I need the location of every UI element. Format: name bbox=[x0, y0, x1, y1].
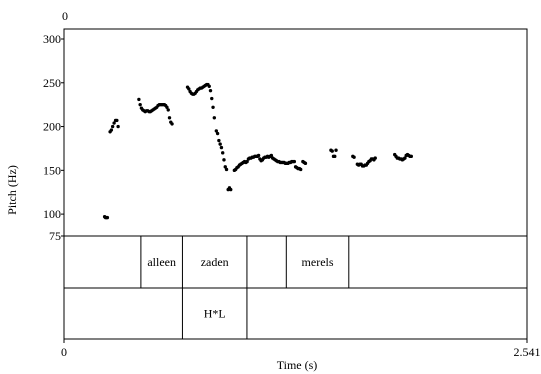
x-axis: 0 2.541 bbox=[61, 339, 541, 359]
top-left-label: 0 bbox=[62, 9, 68, 23]
pitch-point bbox=[112, 121, 116, 125]
pitch-point bbox=[333, 154, 337, 159]
tier-label: alleen bbox=[147, 255, 176, 269]
x-axis-title: Time (s) bbox=[277, 358, 318, 372]
y-tick-label: 75 bbox=[49, 229, 61, 243]
y-axis-title: Pitch (Hz) bbox=[5, 165, 19, 215]
pitch-point bbox=[221, 151, 225, 155]
y-tick-label: 150 bbox=[43, 163, 61, 177]
plot-area-border bbox=[63, 28, 528, 237]
pitch-point bbox=[409, 154, 413, 159]
pitch-point bbox=[207, 84, 211, 88]
y-tick-label: 300 bbox=[43, 32, 61, 46]
pitch-point bbox=[292, 159, 297, 164]
pitch-point bbox=[138, 102, 142, 107]
pitch-point bbox=[218, 142, 222, 146]
pitch-point bbox=[210, 96, 214, 101]
pitch-point bbox=[137, 97, 141, 102]
pitch-point bbox=[352, 155, 356, 159]
pitch-point bbox=[187, 87, 191, 91]
tier-label: H*L bbox=[204, 307, 226, 321]
x-tick-label: 2.541 bbox=[514, 345, 541, 359]
pitch-point bbox=[170, 122, 174, 126]
pitch-point bbox=[110, 124, 115, 129]
pitch-point bbox=[215, 131, 220, 136]
pitch-point bbox=[222, 158, 226, 162]
pitch-point bbox=[212, 116, 217, 120]
pitch-point bbox=[109, 128, 114, 132]
pitch-point bbox=[115, 118, 119, 123]
pitch-point bbox=[373, 156, 377, 160]
pitch-point bbox=[334, 148, 338, 152]
y-tick-label: 200 bbox=[43, 120, 61, 134]
y-tick-label: 100 bbox=[43, 207, 61, 221]
x-tick-label: 0 bbox=[61, 345, 67, 359]
pitch-point bbox=[166, 108, 170, 112]
pitch-point bbox=[269, 153, 274, 158]
plot-frame bbox=[63, 28, 528, 237]
pitch-point bbox=[224, 167, 229, 172]
pitch-point bbox=[223, 165, 227, 169]
pitch-point bbox=[245, 159, 249, 164]
pitch-point bbox=[256, 153, 261, 158]
pitch-point bbox=[214, 129, 219, 133]
pitch-point bbox=[298, 167, 303, 172]
tier-label: zaden bbox=[201, 255, 229, 269]
annotation-tiers: alleen zaden merels H*L bbox=[63, 235, 528, 340]
pitch-point bbox=[116, 124, 120, 129]
y-axis: 300 250 200 150 100 75 bbox=[43, 32, 64, 243]
pitch-point bbox=[330, 149, 334, 153]
pitch-points bbox=[102, 82, 413, 220]
pitch-point bbox=[219, 145, 224, 150]
pitch-point bbox=[303, 161, 308, 166]
pitch-point bbox=[229, 187, 233, 192]
pitch-point bbox=[211, 105, 215, 109]
pitch-point bbox=[217, 138, 221, 143]
pitch-point bbox=[105, 215, 110, 220]
pitch-point bbox=[167, 116, 172, 120]
pitch-point bbox=[208, 88, 213, 93]
pitch-point bbox=[165, 105, 169, 109]
tier-label: merels bbox=[302, 255, 334, 269]
pitch-point bbox=[403, 156, 407, 160]
y-tick-label: 250 bbox=[43, 76, 61, 90]
